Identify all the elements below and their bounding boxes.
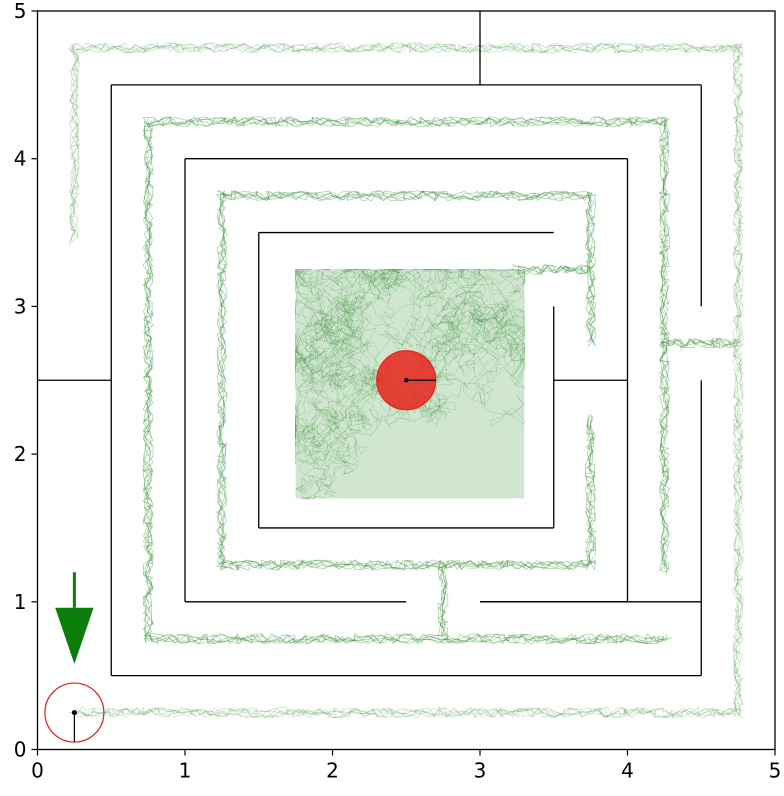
explored-path (142, 116, 670, 645)
explored-path (216, 190, 596, 571)
explored-path (69, 42, 744, 719)
x-tick-label: 5 (769, 759, 782, 783)
explored-path (142, 116, 670, 645)
explored-path (438, 415, 596, 635)
explored-path (659, 337, 738, 572)
explored-path (437, 420, 597, 636)
explored-path (517, 264, 590, 275)
x-tick-label: 4 (621, 759, 634, 783)
explored-path (513, 265, 590, 275)
explored-path (69, 42, 744, 719)
explored-path (69, 42, 744, 719)
explored-path (142, 116, 673, 645)
explored-path (68, 42, 744, 719)
explored-path (437, 415, 597, 635)
maze-walls (37, 11, 702, 677)
y-tick-label: 5 (14, 0, 27, 23)
explored-path (142, 116, 670, 645)
explored-path (659, 338, 743, 575)
explored-path (511, 264, 593, 275)
explored-path (438, 420, 597, 640)
explored-path (658, 338, 738, 572)
x-tick-label: 1 (179, 759, 192, 783)
explored-path (659, 337, 736, 571)
x-tick-label: 0 (31, 759, 44, 783)
start-center-dot (71, 710, 77, 716)
explored-path (68, 42, 744, 719)
goal-center-dot (404, 378, 409, 383)
explored-path (518, 264, 592, 275)
direction-arrow-head (55, 607, 94, 664)
explored-path (69, 42, 744, 718)
explored-region-trace (295, 269, 525, 499)
explored-path (142, 116, 670, 645)
y-tick-label: 0 (14, 738, 27, 762)
maze-boundary (36, 10, 776, 751)
explored-path (659, 338, 737, 570)
explored-path (437, 414, 596, 637)
axis-ticks: 0 1 2 3 4 5 0 1 2 3 4 5 (14, 0, 782, 783)
explored-path (439, 414, 596, 636)
y-tick-label: 1 (14, 590, 27, 614)
markers (44, 350, 437, 743)
explored-path (517, 265, 591, 275)
explored-path (216, 190, 596, 571)
y-tick-label: 3 (14, 294, 27, 318)
x-tick-label: 3 (474, 759, 487, 783)
explored-path (142, 116, 670, 645)
explored-path (216, 190, 596, 571)
explored-path (216, 190, 596, 571)
explored-path (518, 264, 593, 275)
explored-path (216, 190, 597, 571)
x-tick-label: 2 (326, 759, 339, 783)
y-tick-label: 4 (14, 147, 27, 171)
explored-path (659, 338, 742, 571)
y-tick-label: 2 (14, 442, 27, 466)
explored-path (216, 190, 596, 570)
